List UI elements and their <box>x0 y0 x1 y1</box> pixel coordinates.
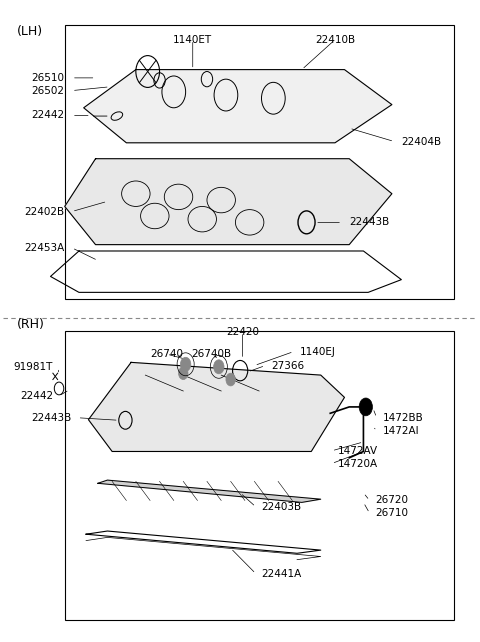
Circle shape <box>359 398 372 416</box>
Text: 22442: 22442 <box>20 391 53 401</box>
Text: 22443B: 22443B <box>32 413 72 422</box>
Text: 22404B: 22404B <box>401 137 442 146</box>
Circle shape <box>226 373 235 386</box>
Text: 1140EJ: 1140EJ <box>300 347 336 356</box>
Text: 26720: 26720 <box>375 496 408 505</box>
Text: (LH): (LH) <box>17 25 44 38</box>
Text: 1140ET: 1140ET <box>173 35 212 45</box>
Polygon shape <box>98 480 321 503</box>
Text: 26740B: 26740B <box>192 349 232 359</box>
Circle shape <box>179 367 188 379</box>
Text: 22453A: 22453A <box>24 243 65 253</box>
Text: 27366: 27366 <box>271 361 304 370</box>
Text: 22442: 22442 <box>32 110 65 121</box>
Polygon shape <box>88 362 345 451</box>
Text: 26710: 26710 <box>375 508 408 518</box>
Text: (RH): (RH) <box>17 318 45 331</box>
Text: 26740: 26740 <box>150 349 183 359</box>
Text: 22410B: 22410B <box>315 35 355 45</box>
Text: 1472BB: 1472BB <box>383 413 423 422</box>
Bar <box>65 25 454 299</box>
Text: 22443B: 22443B <box>349 218 389 227</box>
Text: 22403B: 22403B <box>262 502 301 512</box>
Text: 14720A: 14720A <box>337 458 377 469</box>
Circle shape <box>180 358 191 371</box>
Text: 22441A: 22441A <box>262 569 302 578</box>
Text: 91981T: 91981T <box>13 363 53 372</box>
Polygon shape <box>84 69 392 143</box>
Text: 22402B: 22402B <box>24 207 65 216</box>
Text: 26510: 26510 <box>32 73 65 83</box>
Text: 1472AI: 1472AI <box>383 426 419 436</box>
Polygon shape <box>65 159 392 245</box>
Text: 22420: 22420 <box>226 327 259 337</box>
Text: 1472AV: 1472AV <box>337 446 377 456</box>
Circle shape <box>214 360 224 374</box>
Text: 26502: 26502 <box>32 85 65 96</box>
Bar <box>65 331 454 620</box>
